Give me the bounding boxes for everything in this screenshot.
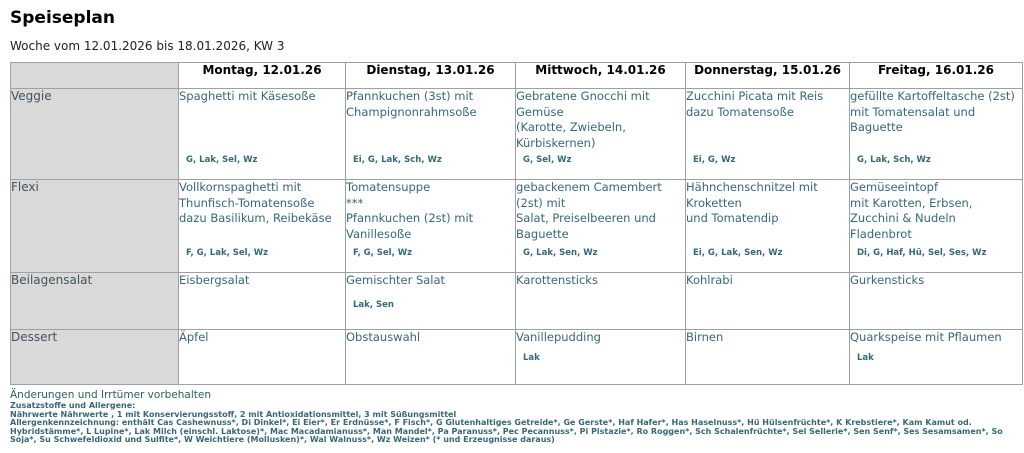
meal-cell-veggie-friday: gefüllte Kartoffeltasche (2st) mit Tomat… [849, 88, 1023, 180]
allergen-codes: G, Lak, Sen, Wz [523, 248, 598, 258]
allergen-codes: Lak [523, 353, 540, 363]
row-veggie: Veggie Spaghetti mit Käsesoße G, Lak, Se… [10, 88, 1023, 180]
additives-heading: Zusatzstoffe und Allergene: [10, 401, 136, 410]
table-header-row: Montag, 12.01.26 Dienstag, 13.01.26 Mitt… [10, 62, 1023, 89]
disclaimer-text: Änderungen und Irrtümer vorbehalten [10, 389, 211, 401]
allergen-codes: Lak, Sen [353, 300, 394, 310]
meal-text: Äpfel [179, 330, 209, 344]
allergen-codes: Di, G, Haf, Hü, Sel, Ses, Wz [857, 248, 987, 258]
meal-text: Gemischter Salat [346, 273, 446, 287]
meal-text: Vanillepudding [516, 330, 601, 344]
day-header-wednesday: Mittwoch, 14.01.26 [515, 62, 686, 89]
meal-cell-dessert-thursday: Birnen [685, 329, 850, 385]
row-label-dessert: Dessert [10, 329, 179, 385]
meal-text: Zucchini Picata mit Reis dazu Tomatensoß… [686, 89, 824, 119]
meal-text: Gebratene Gnocchi mit Gemüse (Karotte, Z… [516, 89, 650, 150]
row-label-beilagensalat: Beilagensalat [10, 272, 179, 330]
allergen-legend: Allergenkennzeichnung: enthält Cas Cashe… [10, 418, 1003, 445]
meal-text: Tomatensuppe *** Pfannkuchen (2st) mit V… [346, 180, 474, 241]
meal-cell-dessert-monday: Äpfel [178, 329, 346, 385]
meal-text: Kohlrabi [686, 273, 733, 287]
meal-cell-dessert-friday: Quarkspeise mit Pflaumen Lak [849, 329, 1023, 385]
week-subtitle: Woche vom 12.01.2026 bis 18.01.2026, KW … [10, 39, 285, 53]
meal-cell-dessert-wednesday: Vanillepudding Lak [515, 329, 686, 385]
meal-cell-flexi-thursday: Hähnchenschnitzel mit Kroketten und Toma… [685, 179, 850, 273]
meal-cell-veggie-thursday: Zucchini Picata mit Reis dazu Tomatensoß… [685, 88, 850, 180]
meal-text: Pfannkuchen (3st) mit Champignonrahmsoße [346, 89, 477, 119]
allergen-codes: F, G, Sel, Wz [353, 248, 413, 258]
meal-text: Eisbergsalat [179, 273, 250, 287]
meal-text: Hähnchenschnitzel mit Kroketten und Toma… [686, 180, 818, 225]
meal-cell-salat-tuesday: Gemischter Salat Lak, Sen [345, 272, 516, 330]
allergen-codes: Ei, G, Lak, Sen, Wz [693, 248, 783, 258]
corner-cell [10, 62, 179, 89]
meal-text: gebackenem Camembert (2st) mit Salat, Pr… [516, 180, 662, 241]
meal-cell-flexi-friday: Gemüseeintopf mit Karotten, Erbsen, Zucc… [849, 179, 1023, 273]
meal-cell-veggie-wednesday: Gebratene Gnocchi mit Gemüse (Karotte, Z… [515, 88, 686, 180]
meal-cell-flexi-wednesday: gebackenem Camembert (2st) mit Salat, Pr… [515, 179, 686, 273]
row-dessert: Dessert Äpfel Obstauswahl Vanillepudding… [10, 329, 1023, 385]
meal-cell-veggie-monday: Spaghetti mit Käsesoße G, Lak, Sel, Wz [178, 88, 346, 180]
day-header-monday: Montag, 12.01.26 [178, 62, 346, 89]
meal-cell-flexi-monday: Vollkornspaghetti mit Thunfisch-Tomatens… [178, 179, 346, 273]
row-flexi: Flexi Vollkornspaghetti mit Thunfisch-To… [10, 179, 1023, 273]
meal-cell-salat-wednesday: Karottensticks [515, 272, 686, 330]
meal-text: gefüllte Kartoffeltasche (2st) mit Tomat… [850, 89, 1015, 134]
meal-cell-salat-monday: Eisbergsalat [178, 272, 346, 330]
allergen-codes: Lak [857, 353, 874, 363]
row-beilagensalat: Beilagensalat Eisbergsalat Gemischter Sa… [10, 272, 1023, 330]
allergen-codes: G, Lak, Sel, Wz [186, 155, 258, 165]
meal-text: Vollkornspaghetti mit Thunfisch-Tomatens… [179, 180, 332, 225]
allergen-codes: F, G, Lak, Sel, Wz [186, 248, 269, 258]
row-label-veggie: Veggie [10, 88, 179, 180]
row-label-flexi: Flexi [10, 179, 179, 273]
meal-text: Birnen [686, 330, 724, 344]
meal-text: Karottensticks [516, 273, 598, 287]
meal-cell-salat-friday: Gurkensticks [849, 272, 1023, 330]
meal-text: Gemüseeintopf mit Karotten, Erbsen, Zucc… [850, 180, 973, 241]
meal-text: Quarkspeise mit Pflaumen [850, 330, 1002, 344]
allergen-codes: Ei, G, Wz [693, 155, 736, 165]
additives-line: Nährwerte Nährwerte , 1 mit Konservierun… [10, 409, 457, 419]
allergen-codes: G, Sel, Wz [523, 155, 572, 165]
meal-cell-flexi-tuesday: Tomatensuppe *** Pfannkuchen (2st) mit V… [345, 179, 516, 273]
page-title: Speiseplan [10, 8, 115, 28]
meal-text: Gurkensticks [850, 273, 925, 287]
day-header-tuesday: Dienstag, 13.01.26 [345, 62, 516, 89]
meal-cell-veggie-tuesday: Pfannkuchen (3st) mit Champignonrahmsoße… [345, 88, 516, 180]
meal-cell-salat-thursday: Kohlrabi [685, 272, 850, 330]
meal-text: Spaghetti mit Käsesoße [179, 89, 316, 103]
meal-text: Obstauswahl [346, 330, 421, 344]
day-header-thursday: Donnerstag, 15.01.26 [685, 62, 850, 89]
footer: Änderungen und Irrtümer vorbehalten Zusa… [10, 389, 1024, 445]
meal-plan-table: Montag, 12.01.26 Dienstag, 13.01.26 Mitt… [10, 62, 1023, 385]
allergen-codes: G, Lak, Sch, Wz [857, 155, 931, 165]
meal-cell-dessert-tuesday: Obstauswahl [345, 329, 516, 385]
day-header-friday: Freitag, 16.01.26 [849, 62, 1023, 89]
allergen-codes: Ei, G, Lak, Sch, Wz [353, 155, 442, 165]
